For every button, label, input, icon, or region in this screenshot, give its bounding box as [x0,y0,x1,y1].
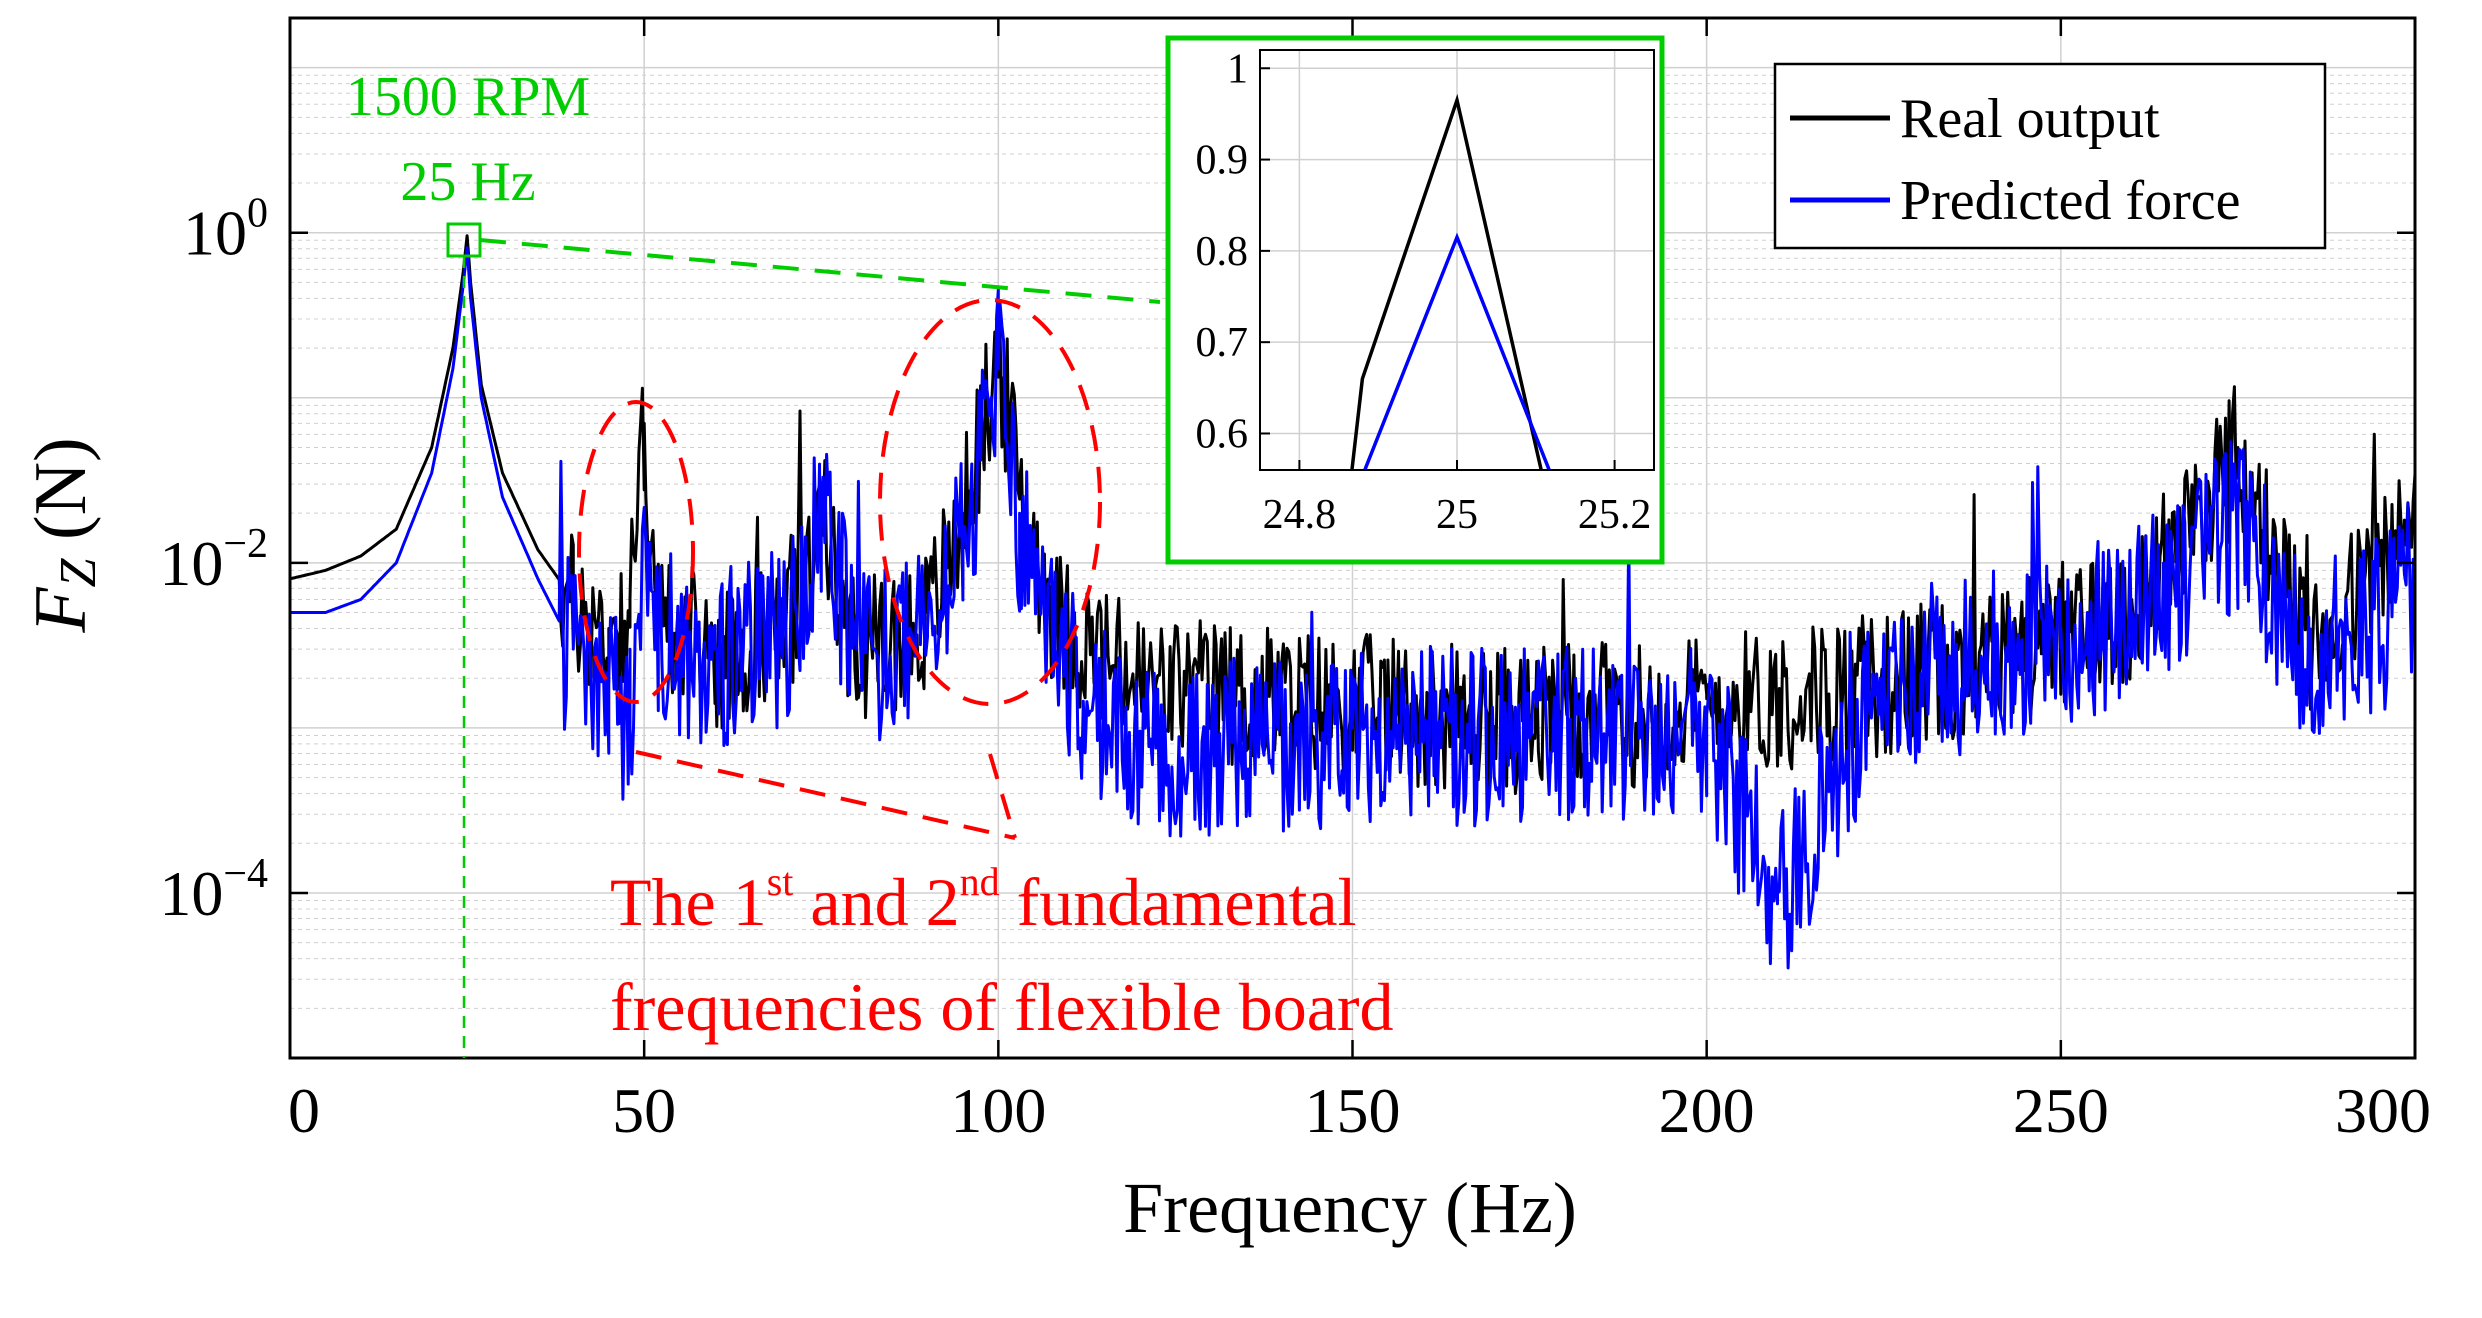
x-tick-label-6: 300 [2335,1075,2431,1146]
inset-border [1165,35,1665,565]
y-axis-unit: (N) [20,437,102,540]
x-tick-label-3: 150 [1305,1075,1401,1146]
inset-x-tick-label-2: 25.2 [1578,492,1652,538]
fundamental-annotation: The 1st and 2nd fundamental frequencies … [577,298,1394,1045]
x-tick-label-0: 0 [288,1075,320,1146]
inset-series-real [1350,93,1543,470]
note-line-1: The 1st and 2nd fundamental [610,859,1356,940]
note-pointer-line-1 [635,750,1016,840]
x-tick-label-1: 50 [612,1075,676,1146]
note-text-b: and 2 [793,864,959,940]
inset-x-tick-label-1: 25 [1436,492,1478,538]
inset-series-predicted [1362,232,1552,470]
inset-y-tick-label-0: 0.6 [1196,411,1249,457]
y-tick-base-0: 10 [183,198,247,269]
axis-ticks [288,18,2417,1058]
zoom-inset: 24.8 25 25.2 0.6 0.7 0.8 0.9 1 [1165,35,1665,565]
y-axis-label: FZ (N) [20,437,107,633]
y-axis-unit-spacer [20,540,102,559]
y-tick-exp-2: −4 [223,851,268,897]
inset-y-tick-label-1: 0.7 [1196,320,1249,366]
inset-grid [1260,50,1654,470]
inset-x-tick-label-0: 24.8 [1263,492,1337,538]
y-tick-base-1: 10 [159,528,223,599]
note-sup-nd: nd [960,859,1000,904]
y-axis-subscript: Z [50,557,107,587]
x-tick-label-4: 200 [1659,1075,1755,1146]
y-tick-exp-0: 0 [247,191,268,237]
legend: Real output Predicted force [1773,62,2327,250]
note-text-c: fundamental [1000,864,1357,940]
legend-box [1773,62,2327,250]
inset-y-tick-label-3: 0.9 [1196,138,1249,184]
x-axis-label: Frequency (Hz) [1123,1168,1577,1248]
y-axis-symbol: F [20,587,102,634]
x-tick-label-5: 250 [2013,1075,2109,1146]
y-tick-base-2: 10 [159,858,223,929]
legend-label-real-output: Real output [1900,88,2160,150]
peak-annotation: 1500 RPM 25 Hz [346,66,1161,1058]
peak-label-rpm: 1500 RPM [346,66,590,128]
y-tick-label-2: 10−4 [159,851,268,929]
series-predicted [290,246,2417,970]
peak-label-hz: 25 Hz [400,151,535,213]
y-tick-exp-1: −2 [223,521,268,567]
second-fundamental-ellipse [878,298,1102,706]
note-sup-st: st [767,859,794,904]
x-tick-labels: 0 50 100 150 200 250 300 [288,1075,2431,1146]
zoom-connector-line [479,238,1161,304]
series-layer [289,234,2417,970]
note-line-2: frequencies of flexible board [610,969,1394,1045]
svg-text:FZ (N): FZ (N) [20,437,107,633]
inset-y-tick-label-2: 0.8 [1196,229,1249,275]
y-tick-label-1: 10−2 [159,521,268,599]
note-pointer-line-2 [988,753,1017,839]
inset-series [1350,93,1552,470]
note-text-a: The 1 [610,864,767,940]
legend-label-predicted-force: Predicted force [1900,170,2240,232]
x-tick-label-2: 100 [950,1075,1046,1146]
inset-y-tick-label-4: 1 [1227,46,1248,92]
y-tick-label-0: 100 [183,191,268,269]
inset-ticks: 24.8 25 25.2 0.6 0.7 0.8 0.9 1 [1196,46,1652,538]
first-fundamental-ellipse [577,400,695,704]
